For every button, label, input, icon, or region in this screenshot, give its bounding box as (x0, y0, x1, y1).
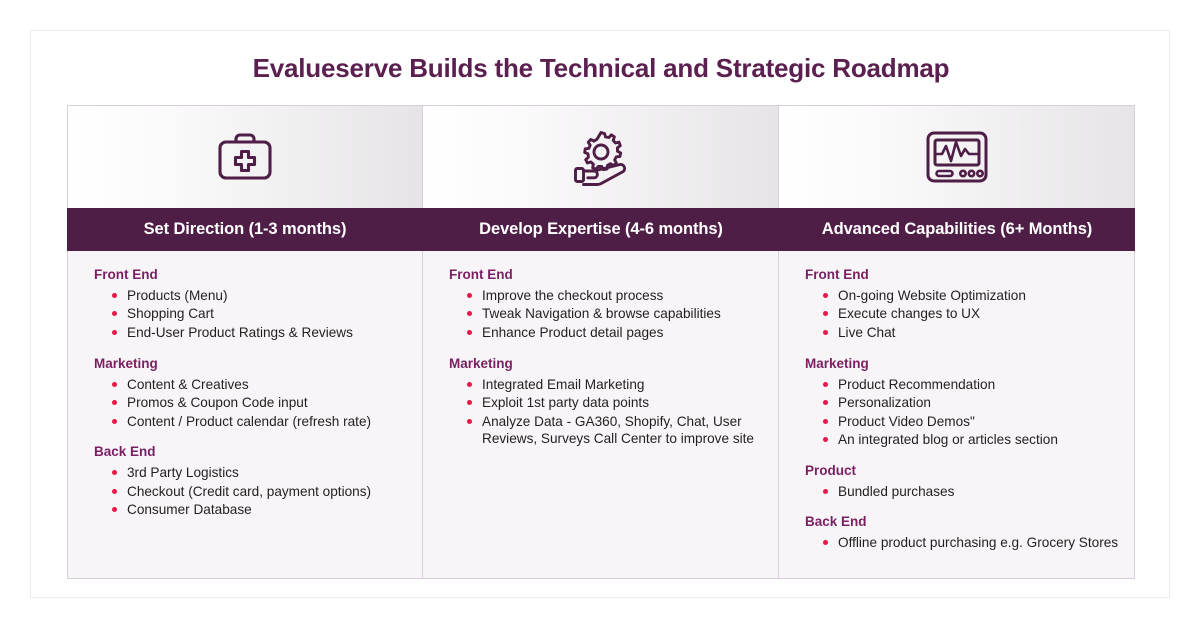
list-item: Products (Menu) (109, 287, 408, 306)
group-title: Marketing (94, 355, 158, 371)
group-marketing: Marketing Content & Creatives Promos & C… (94, 356, 408, 432)
group-front-end: Front End Improve the checkout process T… (449, 267, 764, 343)
group-item-list: On-going Website Optimization Execute ch… (805, 287, 1120, 343)
group-item-list: Content & Creatives Promos & Coupon Code… (94, 376, 408, 432)
group-title: Back End (805, 514, 867, 530)
column-body-set-direction: Front End Products (Menu) Shopping Cart … (67, 251, 423, 579)
group-marketing: Marketing Product Recommendation Persona… (805, 356, 1120, 450)
group-item-list: Bundled purchases (805, 483, 1120, 502)
group-item-list: Integrated Email Marketing Exploit 1st p… (449, 376, 764, 449)
icon-band-set-direction (67, 105, 423, 208)
group-product: Product Bundled purchases (805, 463, 1120, 501)
list-item: Analyze Data - GA360, Shopify, Chat, Use… (464, 413, 764, 449)
column-header-set-direction: Set Direction (1-3 months) (67, 208, 423, 251)
group-item-list: Improve the checkout process Tweak Navig… (449, 287, 764, 343)
group-title: Product (805, 462, 857, 478)
group-title: Marketing (449, 355, 513, 371)
list-item: End-User Product Ratings & Reviews (109, 324, 408, 343)
roadmap-card: Evalueserve Builds the Technical and Str… (30, 30, 1170, 598)
list-item: Enhance Product detail pages (464, 324, 764, 343)
list-item: Promos & Coupon Code input (109, 394, 408, 413)
group-item-list: 3rd Party Logistics Checkout (Credit car… (94, 464, 408, 520)
list-item: Content & Creatives (109, 376, 408, 395)
group-title: Front End (805, 267, 869, 282)
list-item: On-going Website Optimization (820, 287, 1120, 306)
first-aid-kit-icon (214, 129, 276, 185)
list-item: Live Chat (820, 324, 1120, 343)
list-item: Shopping Cart (109, 305, 408, 324)
column-body-develop-expertise: Front End Improve the checkout process T… (423, 251, 779, 579)
group-title: Marketing (805, 355, 869, 371)
group-front-end: Front End Products (Menu) Shopping Cart … (94, 267, 408, 343)
list-item: Content / Product calendar (refresh rate… (109, 413, 408, 432)
heart-rate-monitor-icon (925, 129, 989, 185)
group-title: Front End (94, 267, 158, 282)
list-item: An integrated blog or articles section (820, 431, 1120, 450)
column-header-develop-expertise: Develop Expertise (4-6 months) (423, 208, 779, 251)
hand-holding-gear-icon (570, 128, 632, 186)
group-title: Back End (94, 444, 156, 460)
list-item: Exploit 1st party data points (464, 394, 764, 413)
group-title: Front End (449, 267, 513, 282)
list-item: Product Video Demos" (820, 413, 1120, 432)
column-header-advanced-capabilities: Advanced Capabilities (6+ Months) (779, 208, 1135, 251)
group-item-list: Product Recommendation Personalization P… (805, 376, 1120, 450)
list-item: Personalization (820, 394, 1120, 413)
group-item-list: Offline product purchasing e.g. Grocery … (805, 534, 1120, 553)
group-front-end: Front End On-going Website Optimization … (805, 267, 1120, 343)
icon-band-develop-expertise (423, 105, 779, 208)
roadmap-column-advanced-capabilities: Advanced Capabilities (6+ Months) Front … (779, 105, 1135, 579)
list-item: Tweak Navigation & browse capabilities (464, 305, 764, 324)
list-item: Product Recommendation (820, 376, 1120, 395)
list-item: Execute changes to UX (820, 305, 1120, 324)
group-marketing: Marketing Integrated Email Marketing Exp… (449, 356, 764, 449)
icon-band-advanced-capabilities (779, 105, 1135, 208)
list-item: Consumer Database (109, 501, 408, 520)
column-body-advanced-capabilities: Front End On-going Website Optimization … (779, 251, 1135, 579)
list-item: 3rd Party Logistics (109, 464, 408, 483)
group-item-list: Products (Menu) Shopping Cart End-User P… (94, 287, 408, 343)
list-item: Offline product purchasing e.g. Grocery … (820, 534, 1120, 553)
group-back-end: Back End Offline product purchasing e.g.… (805, 514, 1120, 552)
list-item: Checkout (Credit card, payment options) (109, 483, 408, 502)
list-item: Improve the checkout process (464, 287, 764, 306)
roadmap-column-develop-expertise: Develop Expertise (4-6 months) Front End… (423, 105, 779, 579)
roadmap-columns: Set Direction (1-3 months) Front End Pro… (67, 105, 1135, 579)
list-item: Bundled purchases (820, 483, 1120, 502)
list-item: Integrated Email Marketing (464, 376, 764, 395)
roadmap-column-set-direction: Set Direction (1-3 months) Front End Pro… (67, 105, 423, 579)
page-title: Evalueserve Builds the Technical and Str… (252, 53, 950, 83)
group-back-end: Back End 3rd Party Logistics Checkout (C… (94, 444, 408, 520)
